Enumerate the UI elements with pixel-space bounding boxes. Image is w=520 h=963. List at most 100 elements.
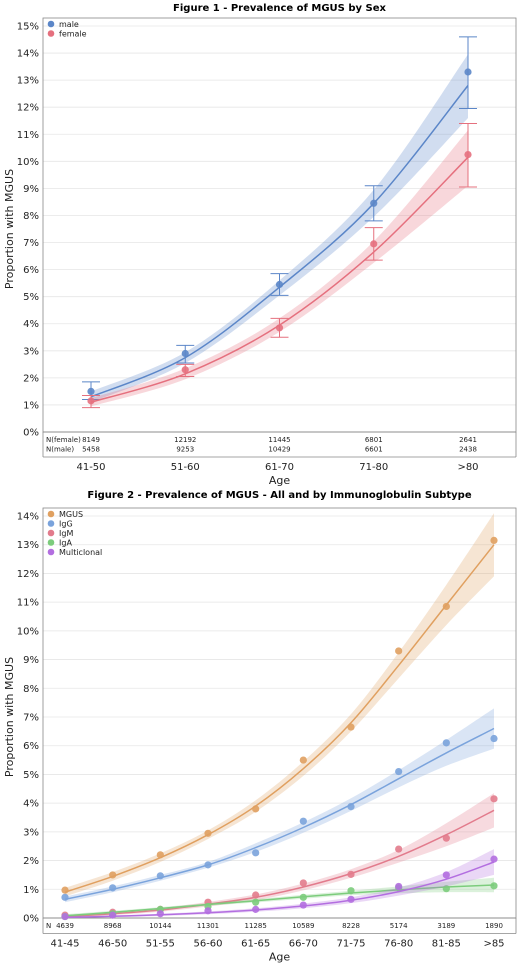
figure-2: Figure 2 - Prevalence of MGUS - All and … xyxy=(3,490,517,963)
y-tick-label: 14% xyxy=(17,512,39,523)
data-point xyxy=(347,895,355,903)
x-tick-label: 71-75 xyxy=(336,939,365,950)
n-value: 5458 xyxy=(82,446,100,454)
data-point xyxy=(442,602,450,611)
data-point xyxy=(442,885,450,893)
data-point xyxy=(490,882,498,890)
x-axis-label: Age xyxy=(269,951,291,963)
legend-label: IgG xyxy=(59,520,73,529)
data-point xyxy=(252,805,260,813)
n-row-label: N(female) xyxy=(46,436,81,444)
n-value: 8149 xyxy=(82,436,100,444)
data-point xyxy=(275,324,284,332)
data-point xyxy=(252,905,260,913)
n-value: 8968 xyxy=(104,922,122,930)
y-tick-label: 1% xyxy=(23,400,39,411)
series-male xyxy=(82,36,477,403)
data-point xyxy=(490,734,498,743)
y-tick-label: 6% xyxy=(23,265,39,276)
n-value: 11445 xyxy=(268,436,290,444)
legend-marker xyxy=(47,30,55,37)
y-tick-label: 5% xyxy=(23,770,39,781)
data-point xyxy=(109,871,117,879)
data-point xyxy=(61,893,69,901)
data-point xyxy=(299,893,307,901)
fit-line xyxy=(64,809,495,918)
n-value: 8228 xyxy=(342,922,360,930)
data-point xyxy=(490,536,498,545)
data-point xyxy=(156,910,164,918)
data-point xyxy=(204,907,212,915)
y-tick-label: 12% xyxy=(17,569,39,580)
data-point xyxy=(87,387,95,395)
y-tick-label: 6% xyxy=(23,741,39,752)
fit-line xyxy=(64,544,495,893)
n-row-label: N(male) xyxy=(46,446,74,454)
y-axis-label: Proportion with MGUS xyxy=(3,657,16,777)
data-point xyxy=(61,912,69,921)
legend-label: MGUS xyxy=(59,510,83,519)
n-value: 6601 xyxy=(365,446,383,454)
y-tick-label: 3% xyxy=(23,827,39,838)
data-point xyxy=(395,882,403,891)
data-point xyxy=(275,280,284,289)
data-point xyxy=(252,849,260,857)
data-point xyxy=(347,802,355,811)
data-point xyxy=(109,884,117,892)
data-point xyxy=(442,739,450,747)
legend-label: male xyxy=(59,20,79,29)
y-tick-label: 8% xyxy=(23,684,39,695)
n-value: 2438 xyxy=(459,446,477,454)
fit-line xyxy=(64,884,495,917)
n-value: 12192 xyxy=(174,436,196,444)
data-point xyxy=(490,795,498,803)
y-tick-label: 4% xyxy=(23,319,39,330)
data-point xyxy=(252,898,260,906)
chart-title: Figure 1 - Prevalence of MGUS by Sex xyxy=(173,3,386,14)
fit-line xyxy=(90,85,469,398)
y-tick-label: 10% xyxy=(17,157,39,168)
data-point xyxy=(61,886,69,894)
data-point xyxy=(370,199,378,207)
n-value: 3189 xyxy=(437,922,455,930)
x-tick-label: 81-85 xyxy=(432,939,461,950)
data-point xyxy=(299,901,307,909)
data-point xyxy=(347,887,355,895)
legend-marker xyxy=(47,548,55,556)
data-point xyxy=(109,911,117,919)
n-value: 6801 xyxy=(365,436,383,444)
data-point xyxy=(156,851,164,859)
y-tick-label: 12% xyxy=(17,103,39,114)
data-point xyxy=(395,767,403,776)
data-point xyxy=(347,723,355,731)
gridlines xyxy=(43,515,516,919)
data-point xyxy=(204,829,212,837)
data-point xyxy=(181,366,189,374)
legend-marker xyxy=(47,20,55,28)
x-tick-label: 51-55 xyxy=(146,939,175,950)
y-tick-label: 8% xyxy=(23,211,39,222)
legend-label: IgA xyxy=(59,539,72,548)
x-tick-label: 71-80 xyxy=(359,462,388,473)
y-tick-label: 13% xyxy=(17,76,39,87)
y-tick-label: 7% xyxy=(23,713,39,724)
n-value: 9253 xyxy=(176,446,194,454)
data-point xyxy=(442,834,450,842)
series-mgus xyxy=(61,513,498,897)
x-tick-label: 61-65 xyxy=(241,939,270,950)
n-row-label: N xyxy=(46,922,51,930)
data-point xyxy=(156,872,164,880)
chart-title: Figure 2 - Prevalence of MGUS - All and … xyxy=(87,490,471,501)
data-point xyxy=(204,861,212,869)
data-point xyxy=(181,349,189,358)
n-value: 11285 xyxy=(245,922,267,930)
data-point xyxy=(395,647,403,655)
data-point xyxy=(347,870,355,878)
series-multiclonal xyxy=(61,849,498,921)
data-point xyxy=(490,855,498,863)
y-tick-label: 5% xyxy=(23,292,39,303)
data-point xyxy=(299,756,307,764)
data-point xyxy=(252,891,260,899)
data-point xyxy=(464,68,472,76)
